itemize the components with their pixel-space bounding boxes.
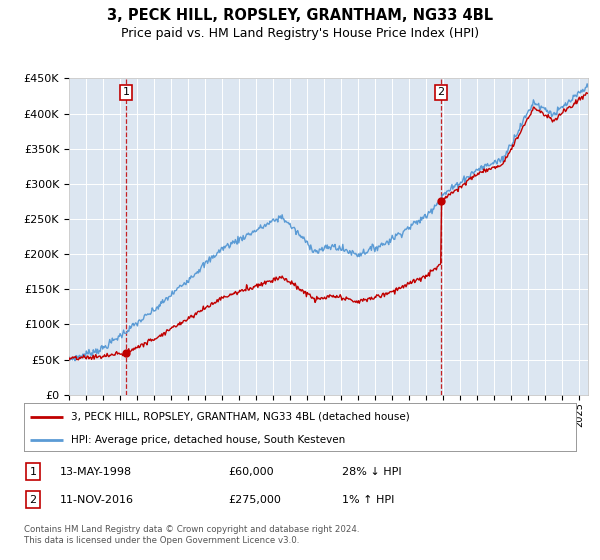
Text: 28% ↓ HPI: 28% ↓ HPI	[342, 466, 401, 477]
Text: 3, PECK HILL, ROPSLEY, GRANTHAM, NG33 4BL: 3, PECK HILL, ROPSLEY, GRANTHAM, NG33 4B…	[107, 8, 493, 24]
Text: 11-NOV-2016: 11-NOV-2016	[60, 494, 134, 505]
Text: 3, PECK HILL, ROPSLEY, GRANTHAM, NG33 4BL (detached house): 3, PECK HILL, ROPSLEY, GRANTHAM, NG33 4B…	[71, 412, 410, 422]
Text: 1: 1	[122, 87, 130, 97]
Text: 2: 2	[29, 494, 37, 505]
Text: 13-MAY-1998: 13-MAY-1998	[60, 466, 132, 477]
Text: 1% ↑ HPI: 1% ↑ HPI	[342, 494, 394, 505]
Text: Price paid vs. HM Land Registry's House Price Index (HPI): Price paid vs. HM Land Registry's House …	[121, 27, 479, 40]
Text: HPI: Average price, detached house, South Kesteven: HPI: Average price, detached house, Sout…	[71, 435, 345, 445]
Text: 1: 1	[29, 466, 37, 477]
Text: £60,000: £60,000	[228, 466, 274, 477]
Text: Contains HM Land Registry data © Crown copyright and database right 2024.
This d: Contains HM Land Registry data © Crown c…	[24, 525, 359, 545]
Text: £275,000: £275,000	[228, 494, 281, 505]
Text: 2: 2	[437, 87, 445, 97]
